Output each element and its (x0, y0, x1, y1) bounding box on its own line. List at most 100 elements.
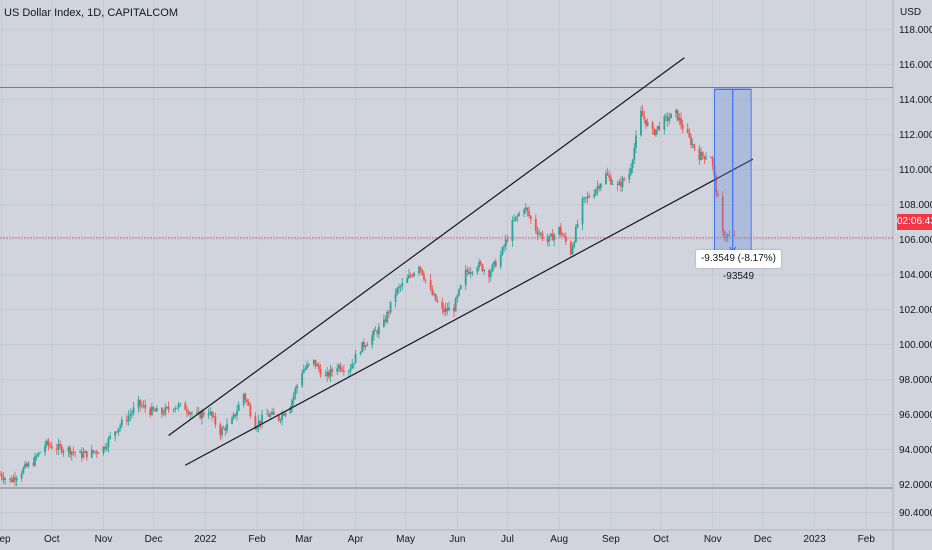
candle (574, 224, 577, 244)
candle-body (179, 403, 182, 405)
candle-body (526, 207, 529, 212)
candle (289, 405, 292, 414)
candle (105, 442, 108, 452)
candle-body (219, 424, 222, 436)
candle (117, 428, 120, 436)
candle (277, 414, 280, 423)
candle-body (536, 230, 539, 235)
candle-body (247, 401, 250, 406)
candle-body (25, 463, 28, 467)
candle-body (666, 116, 669, 121)
candle-body (401, 282, 404, 287)
candle-body (479, 261, 482, 265)
candle-body (349, 368, 352, 372)
candle-body (651, 122, 654, 129)
candle-body (34, 455, 36, 466)
candle-body (523, 209, 526, 214)
candle-body (142, 404, 145, 406)
candle-body (376, 330, 379, 334)
candle-body (197, 411, 200, 413)
candle-body (107, 438, 110, 448)
candle (120, 416, 123, 429)
candle-body (506, 239, 509, 241)
candle-body (296, 385, 299, 389)
candle-body (284, 413, 287, 416)
candle (39, 451, 41, 454)
candle (726, 233, 729, 243)
candle-body (304, 368, 307, 370)
candle-body (69, 447, 72, 455)
candle-body (409, 275, 412, 276)
candle (678, 113, 681, 125)
candle-body (616, 184, 619, 186)
candle (10, 475, 13, 483)
candle-body (675, 109, 677, 114)
candle (337, 363, 340, 373)
candle-body (703, 155, 706, 160)
candle-body (117, 428, 120, 433)
candle (383, 314, 385, 328)
candle-body (266, 413, 268, 415)
candle (69, 445, 72, 459)
candle (655, 129, 657, 138)
candle-body (678, 117, 681, 121)
candle (115, 431, 118, 434)
candle (725, 232, 727, 243)
candle (676, 109, 679, 122)
candle (129, 408, 132, 422)
candle (491, 263, 494, 273)
current-price-badge: 02:06:43 (897, 214, 932, 230)
candle (319, 364, 322, 378)
candle (90, 444, 93, 459)
x-tick-label: Mar (295, 534, 313, 545)
candle-body (516, 215, 519, 217)
candle-body (726, 234, 729, 238)
candle (55, 443, 58, 456)
candle-body (733, 234, 736, 236)
candle-body (653, 128, 656, 135)
candle-body (443, 308, 445, 313)
candle (326, 367, 329, 382)
candle-body (710, 157, 712, 159)
candle (421, 269, 424, 276)
candle (623, 176, 626, 181)
candle-body (236, 410, 238, 416)
candle-body (331, 369, 334, 372)
candle-body (177, 404, 180, 408)
candle (102, 446, 105, 456)
candle-body (701, 152, 704, 156)
candle-body (408, 275, 410, 279)
candle-body (646, 122, 649, 126)
candle-body (576, 224, 579, 227)
candle (109, 431, 112, 440)
candle (152, 405, 155, 412)
candle (267, 410, 270, 418)
candle-body (384, 319, 387, 322)
candle-body (493, 261, 495, 265)
candle (209, 407, 212, 416)
candle-body (352, 363, 355, 365)
candle (154, 408, 157, 412)
candle-body (588, 196, 591, 198)
candle (524, 203, 527, 215)
candle-body (541, 233, 544, 240)
candle (529, 214, 532, 224)
candle (339, 362, 342, 373)
x-tick-label: Sep (602, 534, 620, 545)
candle (354, 349, 357, 364)
candle-body (2, 477, 5, 481)
candle-body (398, 286, 400, 289)
candle-body (164, 407, 167, 415)
candle (306, 360, 309, 370)
candle-body (256, 427, 258, 430)
candle-body (586, 196, 589, 198)
candle (651, 120, 654, 135)
candle-body (189, 412, 192, 415)
candle-body (488, 270, 490, 278)
candle-body (453, 307, 455, 312)
candle-body (257, 420, 260, 428)
candle (429, 274, 432, 292)
candle-body (221, 428, 223, 436)
candle-body (499, 254, 502, 267)
